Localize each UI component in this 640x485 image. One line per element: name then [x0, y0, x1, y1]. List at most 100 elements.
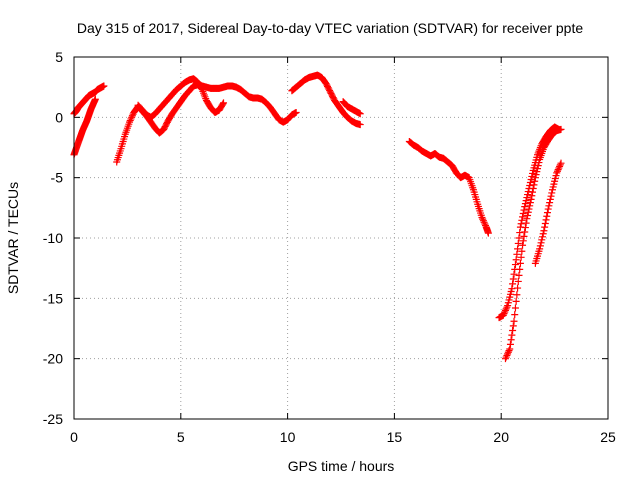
- data-point: [517, 220, 525, 228]
- data-point: [524, 211, 532, 219]
- data-point: [503, 351, 511, 359]
- data-point: [546, 195, 554, 203]
- x-tick-label: 25: [600, 429, 616, 445]
- data-point: [502, 353, 510, 361]
- data-point: [544, 205, 552, 213]
- data-point: [556, 161, 564, 169]
- data-point: [543, 212, 551, 220]
- data-point: [528, 172, 536, 180]
- x-tick-label: 20: [493, 429, 509, 445]
- data-point: [557, 125, 565, 133]
- data-point: [514, 245, 522, 253]
- data-point: [506, 345, 514, 353]
- data-point: [520, 206, 528, 214]
- data-point: [518, 216, 526, 224]
- data-point: [521, 200, 529, 208]
- data-point: [128, 113, 136, 121]
- data-point: [511, 311, 519, 319]
- data-point: [546, 199, 554, 207]
- data-point: [509, 322, 517, 330]
- data-point: [543, 209, 551, 217]
- data-point: [525, 205, 533, 213]
- data-point: [542, 216, 550, 224]
- data-point: [499, 311, 507, 319]
- data-point: [541, 223, 549, 231]
- data-point: [501, 308, 509, 316]
- data-point: [533, 168, 541, 176]
- data-point: [531, 174, 539, 182]
- data-point: [521, 228, 529, 236]
- data-point: [524, 188, 532, 196]
- data-point: [501, 306, 509, 314]
- series-arc-9: [501, 125, 565, 363]
- data-point: [534, 165, 542, 173]
- data-point: [522, 219, 530, 227]
- data-point: [219, 100, 227, 108]
- data-point: [526, 182, 534, 190]
- data-point: [532, 171, 540, 179]
- data-point: [539, 230, 547, 238]
- data-point: [91, 95, 99, 103]
- data-point: [516, 229, 524, 237]
- data-point: [553, 167, 561, 175]
- data-point: [521, 203, 529, 211]
- data-point: [534, 162, 542, 170]
- x-tick-label: 0: [70, 429, 78, 445]
- data-point: [529, 169, 537, 177]
- data-point: [519, 209, 527, 217]
- series-arc-1: [70, 82, 108, 118]
- data-point: [479, 217, 487, 225]
- data-point: [509, 280, 517, 288]
- y-tick-label: -10: [43, 230, 63, 246]
- ticks-layer: 0 5 10 15 20 25 -25 -20 -15 -10 -5 0 5: [43, 49, 616, 445]
- data-point: [554, 166, 562, 174]
- data-point: [480, 218, 488, 226]
- data-point: [508, 331, 516, 339]
- data-point: [519, 213, 527, 221]
- data-point: [128, 112, 136, 120]
- data-point: [500, 310, 508, 318]
- data-point: [522, 197, 530, 205]
- data-point: [527, 195, 535, 203]
- data-point: [537, 239, 545, 247]
- data-point: [481, 220, 489, 228]
- series-arc-7: [405, 137, 492, 237]
- data-point: [479, 215, 487, 223]
- data-point: [511, 304, 519, 312]
- data-point: [529, 185, 537, 193]
- data-point: [100, 82, 108, 90]
- plot-frame: [73, 56, 609, 420]
- data-point: [540, 227, 548, 235]
- data-point: [509, 327, 517, 335]
- data-point: [356, 121, 364, 129]
- series-arc-4: [134, 75, 228, 121]
- data-point: [506, 340, 514, 348]
- data-point: [220, 99, 228, 107]
- data-point: [547, 192, 555, 200]
- data-point: [526, 202, 534, 210]
- data-point: [545, 202, 553, 210]
- y-axis-label: SDTVAR / TECUs: [5, 182, 21, 294]
- data-point: [526, 178, 534, 186]
- data-point: [514, 277, 522, 285]
- data-point: [503, 303, 511, 311]
- y-tick-label: -25: [43, 411, 63, 427]
- data-point: [292, 109, 300, 117]
- data-point: [513, 250, 521, 258]
- y-tick-label: -5: [51, 170, 64, 186]
- data-point: [508, 285, 516, 293]
- series-arc-2: [70, 95, 99, 159]
- data-point: [524, 191, 532, 199]
- data-point: [484, 229, 492, 237]
- series-arc-10: [531, 159, 565, 267]
- y-tick-label: 5: [55, 49, 63, 65]
- data-point: [548, 189, 556, 197]
- y-tick-label: 0: [55, 109, 63, 125]
- data-point: [557, 159, 565, 167]
- data-point: [530, 181, 538, 189]
- data-point: [531, 177, 539, 185]
- y-tick-label: -15: [43, 290, 63, 306]
- data-point: [512, 256, 520, 264]
- data-point: [538, 233, 546, 241]
